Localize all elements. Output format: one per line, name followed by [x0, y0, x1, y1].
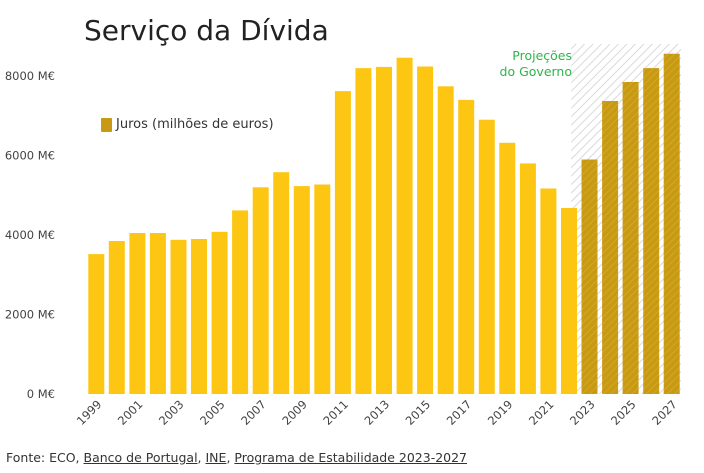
bar-2019 [499, 142, 516, 394]
x-tick-label: 2021 [526, 397, 557, 428]
y-tick-label: 4000 M€ [5, 228, 55, 242]
bar-2004 [191, 239, 207, 394]
bar-2002 [149, 233, 166, 394]
bar-2013 [376, 66, 392, 395]
x-tick-label: 2013 [362, 397, 393, 428]
bar-projected-2024 [602, 101, 619, 394]
bar-2001 [129, 233, 146, 394]
source-separator: , [197, 450, 206, 465]
x-tick-label: 2005 [197, 397, 228, 428]
bar-2012 [355, 68, 372, 394]
source-prefix: Fonte: ECO, [6, 450, 84, 465]
bar-2016 [437, 86, 454, 395]
bar-2007 [252, 187, 269, 394]
x-tick-label: 1999 [74, 397, 105, 428]
bar-projected-2023 [581, 159, 598, 394]
y-tick-label: 0 M€ [27, 387, 55, 401]
x-tick-label: 2019 [485, 397, 516, 428]
x-tick-label: 2011 [320, 397, 351, 428]
bar-2008 [273, 172, 290, 394]
legend-label: Juros (milhões de euros) [116, 117, 274, 132]
x-tick-label: 2023 [567, 397, 598, 428]
source-link-banco-de-portugal[interactable]: Banco de Portugal [83, 450, 198, 465]
x-axis: 1999 2001 2003 2005 2007 2009 2011 2013 2015 2017… [74, 397, 680, 428]
bar-2009 [293, 186, 310, 394]
bar-2011 [334, 91, 351, 394]
bar-2010 [314, 184, 331, 394]
legend-swatch [101, 117, 112, 132]
bar-1999 [88, 254, 105, 394]
bars [88, 53, 680, 395]
source-link-programa-estabilidade[interactable]: Programa de Estabilidade 2023-2027 [234, 450, 468, 465]
bar-2005 [211, 231, 228, 394]
x-tick-label: 2007 [238, 397, 269, 428]
bar-projected-2026 [643, 68, 660, 394]
x-tick-label: 2025 [608, 397, 639, 428]
source-link-ine[interactable]: INE [205, 450, 227, 465]
y-axis: 0 M€ 2000 M€ 4000 M€ 6000 M€ 8000 M€ [5, 69, 55, 401]
bar-2003 [170, 239, 187, 394]
x-tick-label: 2003 [156, 397, 187, 428]
bar-2022 [561, 208, 577, 394]
projection-label-line2: do Governo [499, 64, 572, 79]
x-tick-label: 2017 [444, 397, 475, 428]
bar-projected-2025 [622, 82, 639, 394]
y-tick-label: 6000 M€ [5, 149, 55, 163]
x-tick-label: 2027 [649, 397, 680, 428]
y-tick-label: 8000 M€ [5, 69, 55, 83]
chart-title: Serviço da Dívida [84, 14, 329, 47]
x-tick-label: 2009 [279, 397, 310, 428]
bar-projected-2027 [663, 53, 680, 394]
bar-2006 [232, 210, 249, 394]
source-separator: , [226, 450, 235, 465]
bar-2014 [396, 57, 413, 394]
bar-2020 [519, 163, 536, 394]
x-tick-label: 2015 [403, 397, 434, 428]
bar-2017 [458, 99, 475, 395]
legend: Juros (milhões de euros) [101, 117, 274, 132]
bar-2021 [540, 188, 557, 394]
y-tick-label: 2000 M€ [5, 308, 55, 322]
x-tick-label: 2001 [115, 397, 146, 428]
projection-label-line1: Projeções [512, 48, 572, 63]
bar-2018 [478, 119, 495, 394]
source-note: Fonte: ECO, Banco de Portugal, INE, Prog… [6, 450, 467, 465]
bar-2015 [417, 66, 434, 394]
projection-label: Projeções do Governo [494, 48, 572, 80]
bar-2000 [108, 241, 125, 394]
